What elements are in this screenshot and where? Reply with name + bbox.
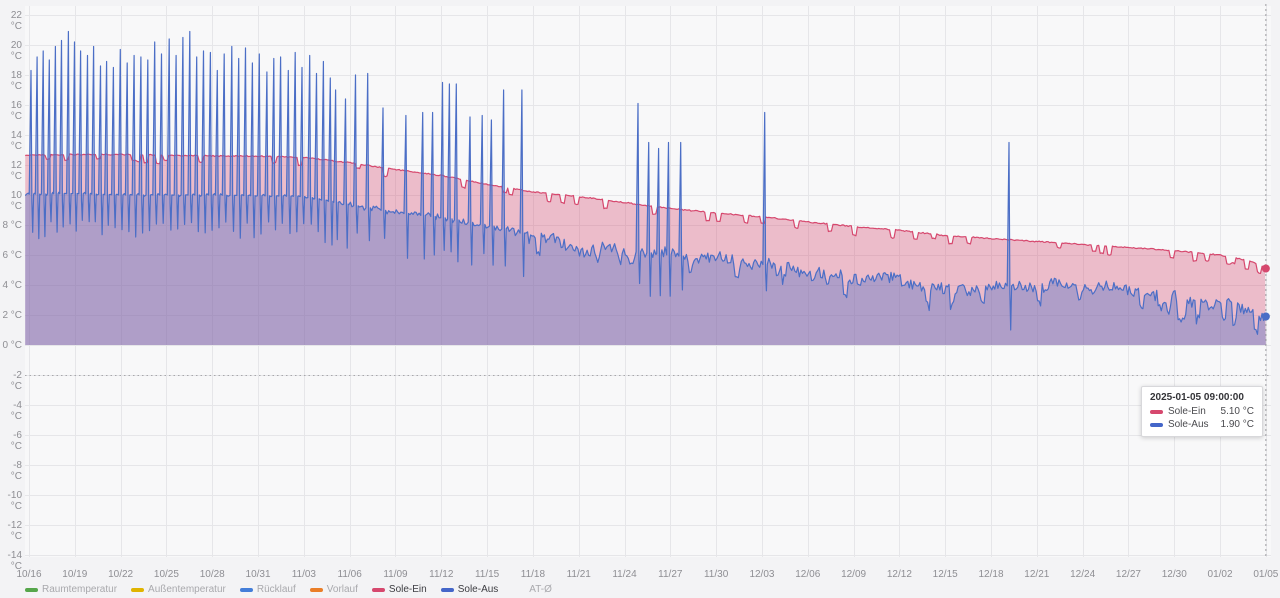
legend-item-aussentemperatur[interactable]: Außentemperatur bbox=[131, 584, 226, 595]
y-axis-tick: 8 °C bbox=[2, 220, 22, 231]
legend-label: Sole-Ein bbox=[388, 584, 427, 595]
x-axis-tick: 12/09 bbox=[841, 569, 867, 580]
y-axis-tick: 22 °C bbox=[10, 10, 22, 32]
x-axis-tick: 12/06 bbox=[795, 569, 821, 580]
x-axis-tick: 12/30 bbox=[1161, 569, 1187, 580]
x-axis-tick: 12/18 bbox=[978, 569, 1004, 580]
x-axis-tick: 10/28 bbox=[199, 569, 225, 580]
x-axis-tick: 11/12 bbox=[429, 569, 454, 580]
legend-label: Sole-Aus bbox=[457, 584, 499, 595]
y-axis-tick: -10 °C bbox=[7, 490, 22, 512]
sole-ein-endpoint-dot bbox=[1261, 264, 1270, 273]
series-color-icon bbox=[1149, 422, 1163, 427]
y-axis-tick: -2 °C bbox=[10, 370, 22, 392]
x-axis-tick: 12/12 bbox=[886, 569, 912, 580]
x-axis-tick: 11/09 bbox=[383, 569, 408, 580]
x-axis-tick: 11/06 bbox=[337, 569, 362, 580]
sole-ein-area bbox=[25, 154, 1266, 345]
series-color-icon bbox=[371, 587, 385, 592]
tooltip-series-row: Sole-Ein 5.10 °C bbox=[1149, 406, 1254, 417]
tooltip-series-value: 5.10 °C bbox=[1220, 406, 1254, 417]
series-color-icon bbox=[309, 587, 323, 592]
legend-item-at-avg[interactable]: AT-Ø bbox=[512, 584, 552, 595]
y-axis-tick: 16 °C bbox=[10, 100, 22, 122]
x-axis-tick: 10/16 bbox=[16, 569, 42, 580]
tooltip-series-label: Sole-Aus bbox=[1167, 419, 1209, 430]
gridlines bbox=[25, 6, 1271, 557]
legend-item-ruecklauf[interactable]: Rücklauf bbox=[239, 584, 296, 595]
tooltip-series-row: Sole-Aus 1.90 °C bbox=[1149, 419, 1254, 430]
sole-aus-line bbox=[25, 30, 1266, 335]
legend-label: Rücklauf bbox=[256, 584, 296, 595]
x-axis-tick: 12/21 bbox=[1024, 569, 1050, 580]
x-axis-tick: 10/31 bbox=[245, 569, 271, 580]
series-color-icon bbox=[25, 587, 38, 592]
legend-item-sole-ein[interactable]: Sole-Ein bbox=[371, 584, 427, 595]
y-axis-tick: 12 °C bbox=[10, 160, 22, 182]
tooltip: 2025-01-05 09:00:00 Sole-Ein 5.10 °C Sol… bbox=[1140, 386, 1263, 437]
legend-item-sole-aus[interactable]: Sole-Aus bbox=[440, 584, 499, 595]
y-axis-tick: -12 °C bbox=[7, 520, 22, 542]
x-axis-tick: 12/15 bbox=[932, 569, 958, 580]
y-axis-tick: -8 °C bbox=[10, 460, 22, 482]
y-axis-tick: -4 °C bbox=[10, 400, 22, 422]
tooltip-timestamp: 2025-01-05 09:00:00 bbox=[1149, 392, 1244, 403]
series-color-icon bbox=[1149, 409, 1163, 414]
x-axis-tick: 11/30 bbox=[703, 569, 729, 580]
legend-label: Raumtemperatur bbox=[42, 584, 118, 595]
x-axis-tick: 12/03 bbox=[749, 569, 775, 580]
legend-item-vorlauf[interactable]: Vorlauf bbox=[309, 584, 358, 595]
y-axis-tick: 6 °C bbox=[2, 250, 22, 261]
x-axis-tick: 10/22 bbox=[108, 569, 134, 580]
x-axis-tick: 11/03 bbox=[291, 569, 316, 580]
series-color-icon bbox=[131, 587, 145, 592]
x-axis-tick: 12/27 bbox=[1115, 569, 1141, 580]
x-axis-tick: 10/19 bbox=[62, 569, 88, 580]
x-axis-tick: 12/24 bbox=[1070, 569, 1096, 580]
x-axis-tick: 11/18 bbox=[520, 569, 546, 580]
series-color-icon bbox=[239, 587, 253, 592]
x-axis-tick: 11/15 bbox=[474, 569, 500, 580]
x-axis-tick: 11/21 bbox=[566, 569, 591, 580]
tooltip-series-value: 1.90 °C bbox=[1220, 419, 1254, 430]
y-axis-tick: -14 °C bbox=[7, 550, 22, 572]
legend-label: Vorlauf bbox=[326, 584, 358, 595]
legend-item-raumtemperatur[interactable]: Raumtemperatur bbox=[25, 584, 117, 595]
y-axis-tick: 2 °C bbox=[2, 310, 22, 321]
tooltip-series-label: Sole-Ein bbox=[1167, 406, 1206, 417]
x-axis-tick: 11/27 bbox=[658, 569, 683, 580]
sole-aus-endpoint-dot bbox=[1261, 312, 1270, 321]
y-axis-tick: -6 °C bbox=[10, 430, 22, 452]
legend: Raumtemperatur Außentemperatur Rücklauf … bbox=[25, 583, 552, 596]
series-color-icon bbox=[440, 587, 454, 592]
legend-label: Außentemperatur bbox=[148, 584, 226, 595]
y-axis-tick: 0 °C bbox=[2, 340, 22, 351]
y-axis-tick: 10 °C bbox=[10, 190, 22, 212]
x-axis-tick: 01/02 bbox=[1207, 569, 1233, 580]
x-axis-tick: 11/24 bbox=[612, 569, 637, 580]
plot-area[interactable] bbox=[25, 30, 1266, 346]
legend-label: AT-Ø bbox=[529, 584, 552, 595]
y-axis-tick: 20 °C bbox=[10, 40, 22, 62]
y-axis-tick: 14 °C bbox=[10, 130, 22, 152]
y-axis-tick: 18 °C bbox=[10, 70, 22, 92]
y-axis-tick: 4 °C bbox=[2, 280, 22, 291]
x-axis-tick: 01/05 bbox=[1253, 569, 1279, 580]
x-axis-tick: 10/25 bbox=[153, 569, 179, 580]
